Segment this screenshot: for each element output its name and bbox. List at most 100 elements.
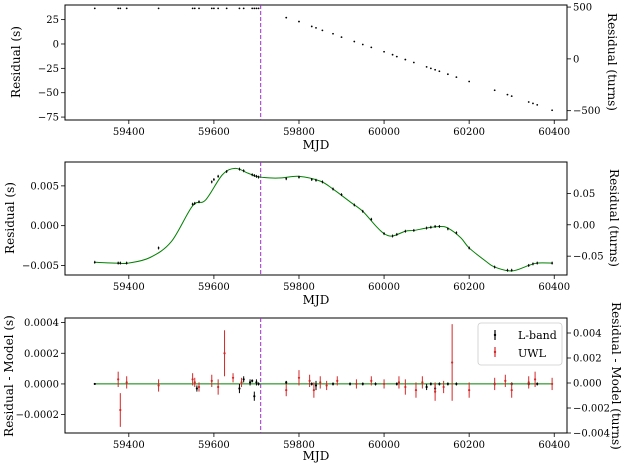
uwl-point — [527, 381, 530, 384]
data-point — [493, 89, 496, 92]
uwl-point — [551, 382, 554, 386]
y-tick-label: −75 — [38, 113, 59, 124]
lband-point — [93, 382, 96, 386]
data-point — [361, 43, 364, 46]
x-tick-label: 60000 — [368, 440, 400, 451]
uwl-point — [319, 381, 322, 384]
uwl-point — [297, 376, 301, 379]
data-point — [340, 36, 343, 39]
data-point — [298, 20, 300, 23]
panel-2: 59400 59600 59800 60000 60200 60400 −0.005 0.00… — [3, 161, 621, 307]
data-point — [119, 262, 122, 264]
data-point — [225, 170, 228, 173]
data-point — [332, 32, 334, 35]
data-point — [425, 65, 428, 68]
lband-point — [248, 381, 252, 384]
legend-box — [477, 322, 563, 366]
uwl-point — [397, 381, 401, 384]
data-point — [210, 180, 213, 183]
uwl-point — [442, 385, 445, 389]
uwl-point — [421, 381, 424, 384]
uwl-point — [414, 388, 418, 392]
y-right-tick-label: −0.05 — [573, 252, 604, 263]
data-point — [532, 102, 534, 105]
lband-point — [331, 382, 335, 386]
data-point — [93, 261, 96, 264]
panel-2-ylabel: Residual (s) — [3, 182, 17, 254]
uwl-point — [157, 384, 160, 387]
legend-marker-uwl — [493, 347, 497, 357]
data-point — [321, 29, 324, 32]
panel-1-ylabel-right: Residual (turns) — [605, 13, 619, 111]
uwl-point — [217, 385, 220, 389]
data-point — [119, 7, 122, 10]
data-point — [117, 262, 120, 264]
uwl-point — [325, 384, 328, 387]
lband-point — [438, 382, 441, 386]
data-point — [191, 7, 194, 10]
data-point — [125, 262, 128, 264]
x-tick-label: 59600 — [198, 127, 230, 138]
data-point — [212, 7, 215, 10]
x-tick-label: 59400 — [113, 440, 145, 451]
data-point — [425, 227, 428, 229]
y-tick-label: 0.0002 — [24, 349, 59, 360]
lband-point — [395, 382, 398, 386]
data-point — [157, 247, 160, 249]
uwl-point — [382, 382, 386, 386]
data-point — [298, 176, 300, 179]
x-tick-label: 59600 — [198, 282, 230, 293]
data-point — [361, 210, 364, 213]
data-point — [198, 7, 200, 10]
model-line — [94, 167, 553, 272]
y-right-tick-label: −0.004 — [573, 429, 610, 440]
lband-point — [285, 381, 288, 384]
data-point — [391, 53, 394, 56]
data-point — [404, 230, 407, 233]
data-point — [93, 7, 96, 10]
panel-3: 59400 59600 59800 60000 60200 60400 −0.0002 0.0… — [2, 302, 623, 463]
uwl-point — [210, 379, 213, 382]
legend: L-band UWL — [477, 322, 563, 366]
y-tick-label: 0.005 — [30, 181, 59, 192]
uwl-point — [193, 381, 196, 384]
panel-2-xlabel: MJD — [303, 293, 330, 307]
y-right-tick-label: 0.05 — [573, 189, 595, 200]
uwl-point — [285, 388, 288, 392]
uwl-point — [451, 361, 454, 364]
x-tick-label: 60400 — [538, 282, 570, 293]
x-tick-label: 60200 — [453, 127, 485, 138]
panel-1-axes: 59400 59600 59800 60000 60200 60400 −75 −50 −25 0… — [38, 3, 601, 138]
panel-2-marks — [93, 162, 554, 275]
x-tick-label: 59800 — [283, 127, 315, 138]
y-tick-label: −50 — [38, 88, 59, 99]
data-point — [412, 61, 415, 64]
data-point — [257, 176, 260, 179]
panel-3-frame — [64, 317, 568, 434]
data-point — [536, 103, 539, 106]
uwl-point — [312, 388, 315, 392]
data-point — [242, 7, 245, 10]
data-point — [395, 55, 398, 58]
panel-3-ylabel-right: Residual - Model (turns) — [609, 302, 623, 450]
uwl-point — [117, 378, 120, 381]
x-tick-label: 60000 — [368, 282, 400, 293]
uwl-point — [308, 379, 311, 382]
data-point — [510, 95, 513, 98]
y-tick-label: −0.0002 — [16, 410, 59, 421]
lband-point — [425, 385, 428, 389]
y-right-tick-label: 0.004 — [573, 329, 602, 340]
data-point — [395, 233, 398, 236]
uwl-point — [240, 381, 243, 384]
y-right-tick-label: 0 — [573, 54, 579, 65]
panel-2-ylabel-right: Residual (turns) — [607, 169, 621, 267]
x-tick-label: 59800 — [283, 440, 315, 451]
panel-1-marks — [93, 5, 554, 120]
x-tick-label: 60200 — [453, 440, 485, 451]
data-point — [370, 218, 373, 221]
y-right-tick-label: 0.000 — [573, 379, 602, 390]
x-tick-label: 60400 — [538, 440, 570, 451]
data-point — [238, 7, 241, 10]
data-point — [253, 174, 256, 177]
lband-point — [536, 382, 539, 386]
